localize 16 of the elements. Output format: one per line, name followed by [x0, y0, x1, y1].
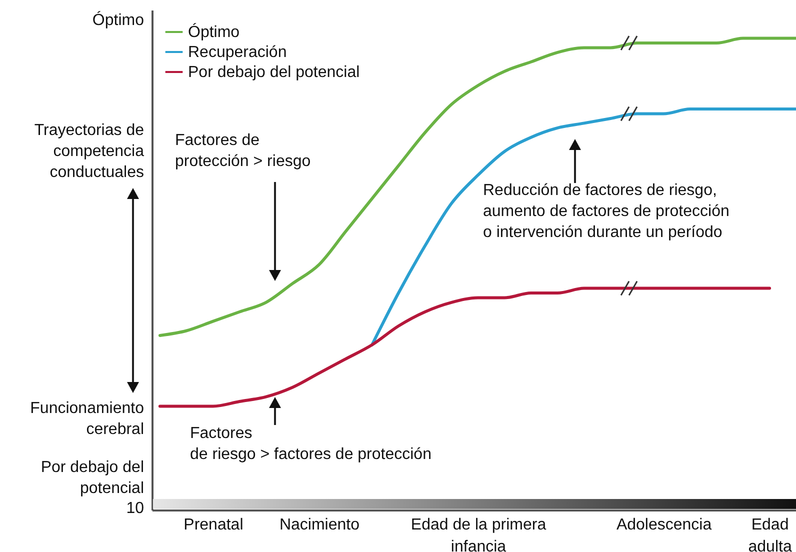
x-tick-label: Prenatal: [184, 516, 244, 534]
x-tick-label: Edad adulta: [748, 516, 792, 552]
x-tick-label: Nacimiento: [279, 516, 360, 534]
text: Óptimo: [92, 11, 144, 29]
text: 10: [126, 500, 144, 517]
legend-label: Por debajo del potencial: [188, 64, 360, 81]
legend-label: Óptimo: [188, 23, 240, 41]
text: Funcionamiento cerebral: [30, 400, 144, 438]
x-tick-label: Adolescencia: [616, 516, 712, 534]
text: Trayectorias de competencia conductuales: [34, 122, 144, 181]
x-tick-label: Edad de la primera infancia: [410, 516, 546, 552]
legend-label: Recuperación: [188, 44, 287, 61]
annotation: Factores de protección > riesgo: [175, 132, 311, 170]
annotation: Reducción de factores de riesgo, aumento de factores de protección o intervención durante un período: [483, 182, 730, 241]
annotation: Factores de riesgo > factores de protección: [190, 425, 432, 463]
text: Por debajo del potencial: [40, 459, 144, 497]
